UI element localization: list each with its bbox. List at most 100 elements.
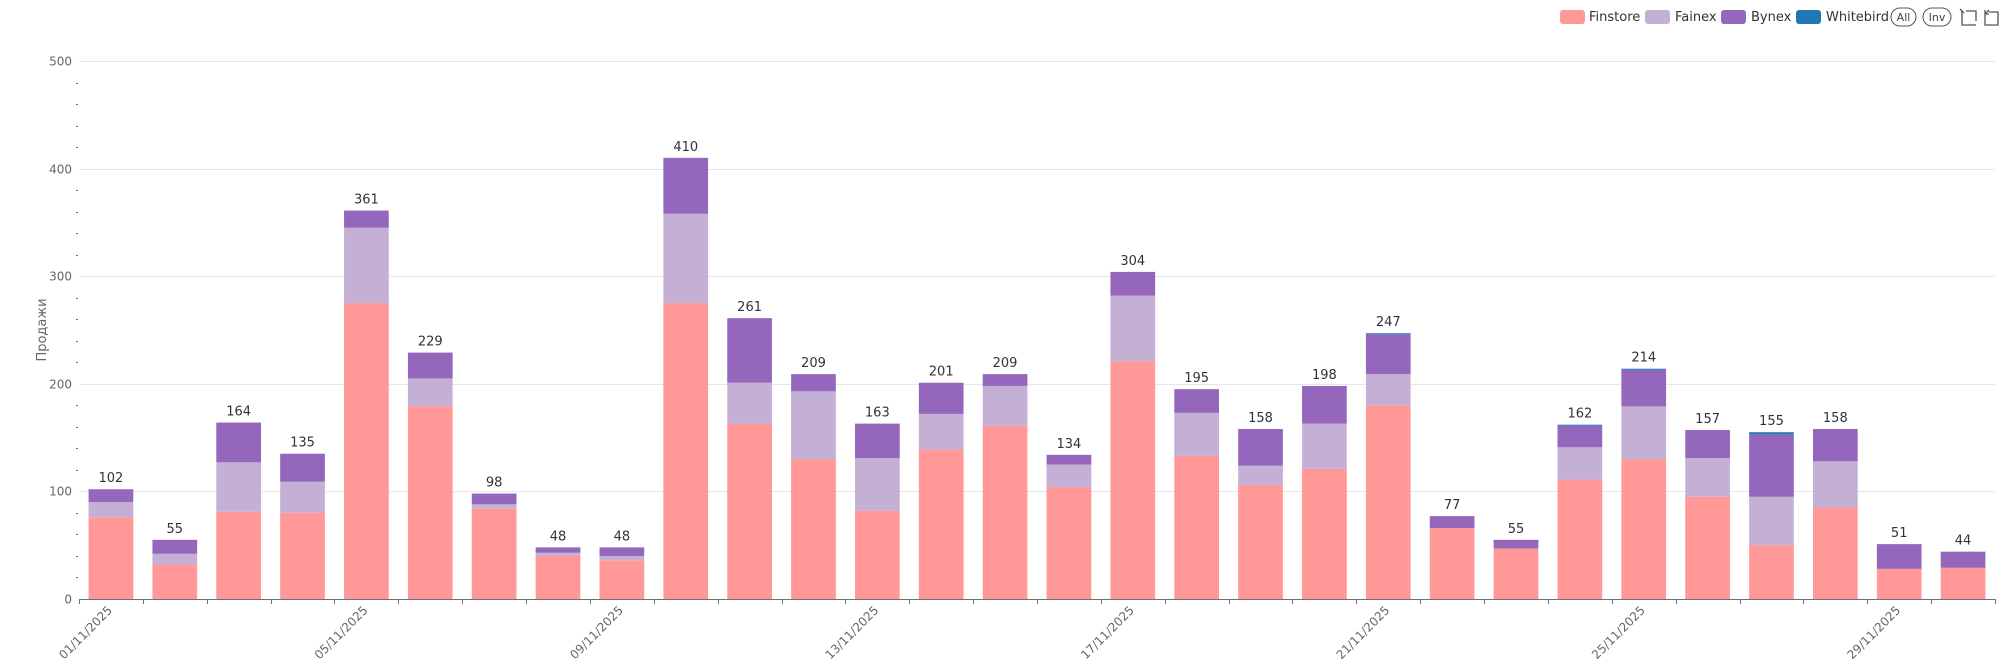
bar-bynex[interactable]	[535, 547, 581, 553]
bar-bynex[interactable]	[1046, 454, 1092, 465]
bar-bynex[interactable]	[216, 422, 262, 463]
bar-finstore[interactable]	[471, 508, 517, 599]
bar-fainex[interactable]	[280, 481, 325, 513]
bar-fainex[interactable]	[1685, 458, 1730, 497]
bar-finstore[interactable]	[982, 425, 1028, 599]
bar-finstore[interactable]	[599, 560, 645, 599]
bar-finstore[interactable]	[280, 512, 325, 599]
bar-finstore[interactable]	[1749, 545, 1794, 599]
bar-finstore[interactable]	[1812, 507, 1858, 599]
bar-bynex[interactable]	[152, 539, 198, 554]
bar-whitebird[interactable]	[1749, 432, 1794, 435]
bar-fainex[interactable]	[1110, 295, 1156, 362]
legend-label-bynex: Bynex	[1751, 10, 1792, 25]
bar-bynex[interactable]	[791, 374, 836, 392]
bar-finstore[interactable]	[1685, 496, 1730, 599]
bar-finstore[interactable]	[1238, 484, 1283, 599]
bar-bynex[interactable]	[471, 493, 517, 505]
bar-bynex[interactable]	[663, 157, 709, 214]
bar-fainex[interactable]	[791, 391, 836, 460]
bar-fainex[interactable]	[1174, 412, 1220, 456]
bar-finstore[interactable]	[1365, 405, 1411, 599]
bar-bynex[interactable]	[1110, 271, 1156, 296]
bar-fainex[interactable]	[854, 458, 900, 511]
restore-icon[interactable]	[1984, 9, 1999, 26]
bar-finstore[interactable]	[1557, 479, 1603, 599]
bar-fainex[interactable]	[663, 213, 709, 304]
bar-finstore[interactable]	[918, 449, 964, 599]
bar-bynex[interactable]	[727, 318, 772, 383]
bar-fainex[interactable]	[982, 385, 1028, 426]
bar-fainex[interactable]	[88, 502, 134, 518]
bar-whitebird[interactable]	[1621, 368, 1667, 370]
bar-finstore[interactable]	[1174, 455, 1220, 599]
bar-whitebird[interactable]	[1365, 333, 1411, 335]
bar-finstore[interactable]	[344, 303, 389, 599]
bar-fainex[interactable]	[344, 227, 389, 304]
bar-bynex[interactable]	[1876, 544, 1922, 569]
bar-bynex[interactable]	[1429, 516, 1475, 528]
bar-bynex[interactable]	[1238, 428, 1283, 466]
bar-bynex[interactable]	[1493, 539, 1539, 549]
bar-fainex[interactable]	[535, 552, 581, 556]
bar-fainex[interactable]	[599, 555, 645, 561]
bar-finstore[interactable]	[1110, 361, 1156, 599]
bar-fainex[interactable]	[407, 378, 453, 407]
bar-bynex[interactable]	[1812, 428, 1858, 462]
bar-finstore[interactable]	[1621, 459, 1667, 599]
bar-fainex[interactable]	[1365, 374, 1411, 406]
bar-bynex[interactable]	[1940, 551, 1986, 568]
bar-finstore[interactable]	[663, 303, 709, 599]
legend-item-finstore[interactable]: Finstore	[1560, 10, 1640, 25]
bar-bynex[interactable]	[1685, 430, 1730, 459]
legend-item-whitebird[interactable]: Whitebird	[1796, 10, 1889, 25]
bar-finstore[interactable]	[1493, 548, 1539, 599]
bar-bynex[interactable]	[1557, 425, 1603, 448]
bar-finstore[interactable]	[1940, 567, 1986, 599]
bar-finstore[interactable]	[1302, 468, 1347, 599]
bar-fainex[interactable]	[1557, 447, 1603, 480]
bar-fainex[interactable]	[1238, 465, 1283, 485]
legend-item-fainex[interactable]: Fainex	[1645, 10, 1717, 25]
bar-fainex[interactable]	[471, 504, 517, 509]
bar-finstore[interactable]	[1876, 568, 1922, 599]
bar-fainex[interactable]	[918, 413, 964, 450]
bar-finstore[interactable]	[791, 459, 836, 599]
bar-bynex[interactable]	[918, 382, 964, 414]
bar-bynex[interactable]	[344, 210, 389, 228]
bar-whitebird[interactable]	[1557, 424, 1603, 426]
bar-finstore[interactable]	[727, 423, 772, 599]
bar-finstore[interactable]	[535, 555, 581, 599]
bar-finstore[interactable]	[1046, 487, 1092, 599]
bar-fainex[interactable]	[216, 462, 262, 512]
bar-bynex[interactable]	[599, 547, 645, 556]
zoom-select-icon[interactable]	[1959, 8, 1977, 26]
x-axis-ticks: 01/11/2025 05/11/2025 09/11/2025 13/11/2025…	[56, 599, 1996, 661]
bar-bynex[interactable]	[1621, 369, 1667, 407]
invert-selection-button[interactable]: Inv	[1922, 7, 1952, 27]
bar-bynex[interactable]	[88, 489, 134, 503]
bar-finstore[interactable]	[407, 406, 453, 599]
bar-bynex[interactable]	[280, 453, 325, 482]
bar-bynex[interactable]	[1749, 434, 1794, 497]
bar-fainex[interactable]	[1621, 406, 1667, 460]
bar-bynex[interactable]	[407, 352, 453, 379]
bar-fainex[interactable]	[1749, 496, 1794, 546]
bar-bynex[interactable]	[854, 423, 900, 459]
bar-finstore[interactable]	[88, 517, 134, 599]
bar-finstore[interactable]	[152, 564, 198, 599]
legend-item-bynex[interactable]: Bynex	[1721, 10, 1792, 25]
bar-bynex[interactable]	[1365, 334, 1411, 375]
select-all-button[interactable]: All	[1890, 7, 1917, 27]
bar-fainex[interactable]	[1046, 464, 1092, 488]
bar-fainex[interactable]	[152, 553, 198, 565]
bar-finstore[interactable]	[854, 510, 900, 599]
bar-bynex[interactable]	[1302, 385, 1347, 424]
bar-fainex[interactable]	[1302, 423, 1347, 469]
bar-fainex[interactable]	[727, 382, 772, 424]
bar-fainex[interactable]	[1812, 461, 1858, 508]
bar-bynex[interactable]	[1174, 389, 1220, 413]
bar-bynex[interactable]	[982, 374, 1028, 386]
bar-finstore[interactable]	[1429, 527, 1475, 599]
bar-finstore[interactable]	[216, 511, 262, 599]
